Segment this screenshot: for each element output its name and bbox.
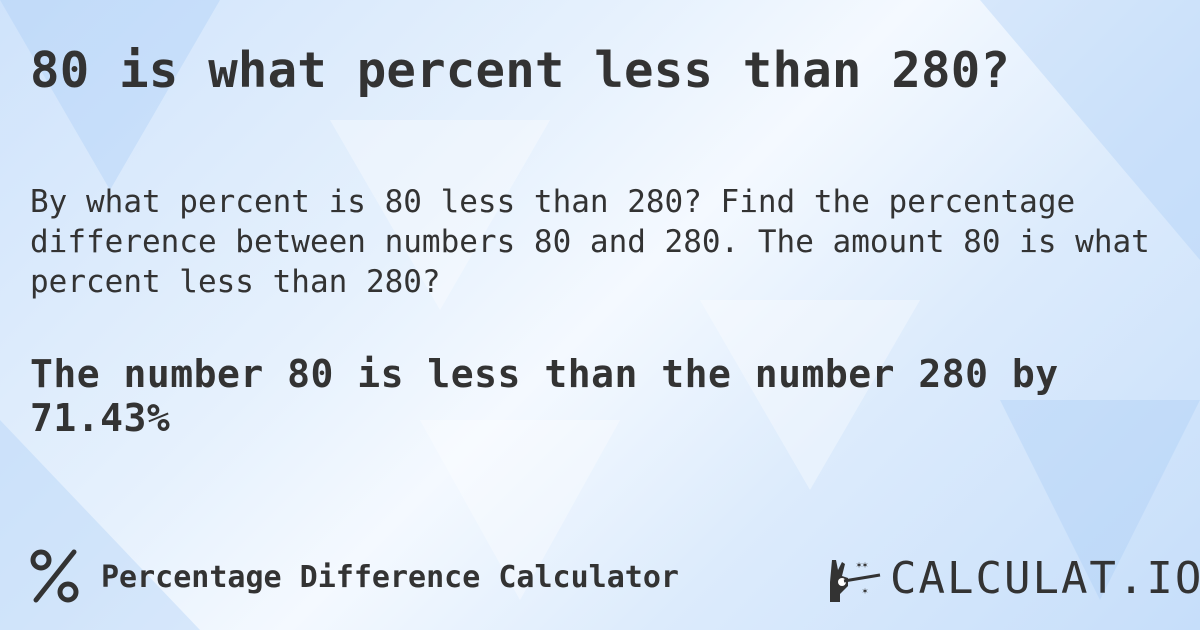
- logo-text: CALCULAT.IO: [890, 553, 1200, 604]
- calculator-name: Percentage Difference Calculator: [101, 560, 679, 595]
- svg-text:✶: ✶: [862, 586, 868, 597]
- percent-icon: [30, 549, 79, 603]
- answer: The number 80 is less than the number 28…: [30, 352, 1059, 440]
- magic-hand-icon: ✶✶ ✶: [830, 560, 881, 602]
- svg-text:✶✶: ✶✶: [856, 560, 868, 571]
- calculat-io-logo[interactable]: ✶✶ ✶ CALCULAT.IO: [828, 556, 1200, 602]
- description: By what percent is 80 less than 280? Fin…: [30, 184, 1150, 300]
- page-title: 80 is what percent less than 280?: [30, 42, 1011, 99]
